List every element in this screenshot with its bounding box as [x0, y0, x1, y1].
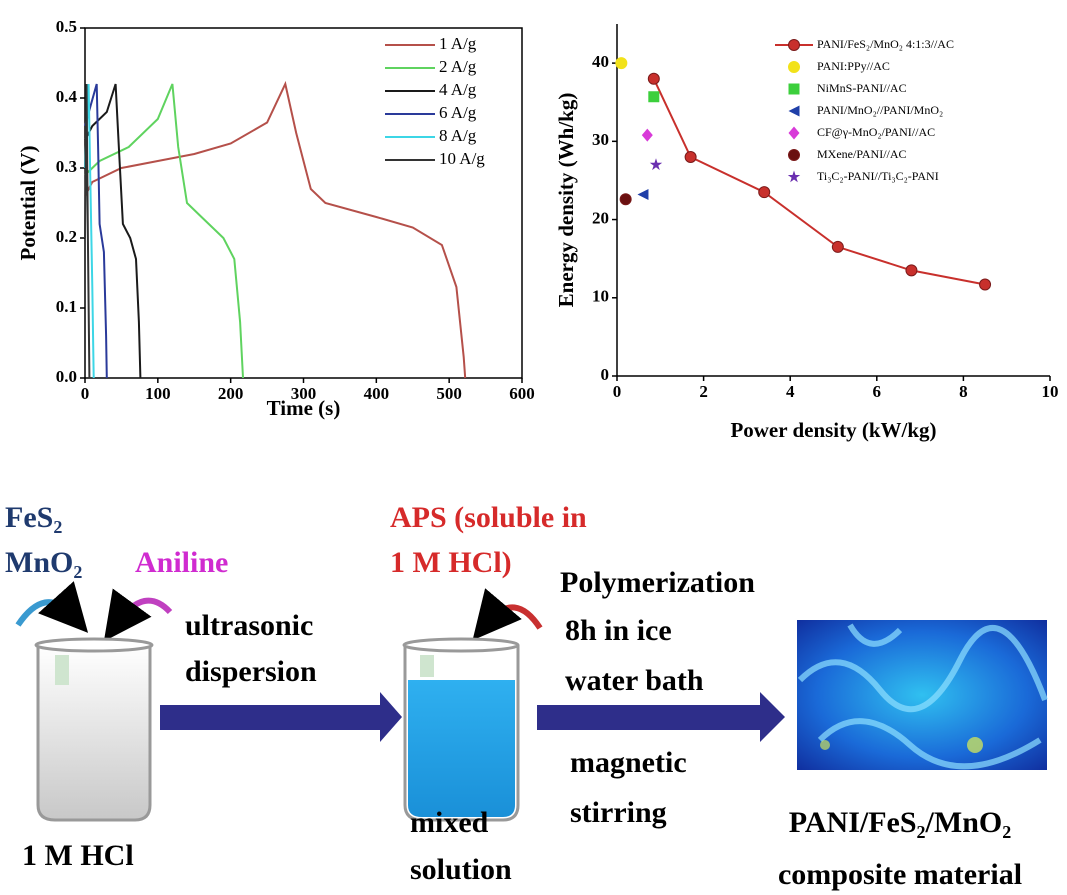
- point: [650, 158, 662, 170]
- legend-marker: [789, 62, 800, 73]
- y-tick-label: 0.5: [56, 17, 77, 36]
- step-label: water bath: [565, 664, 704, 697]
- x-tick-label: 200: [218, 384, 244, 403]
- y-tick-label: 40: [592, 52, 609, 71]
- legend-marker: [789, 127, 800, 140]
- y-axis-label: Energy density (Wh/kg): [554, 93, 578, 308]
- y-tick-label: 10: [592, 287, 609, 306]
- y-tick-label: 0.1: [56, 297, 77, 316]
- legend-marker: [789, 150, 800, 161]
- point: [616, 58, 627, 69]
- point: [980, 279, 991, 290]
- y-tick-label: 0.3: [56, 157, 77, 176]
- legend-label: 4 A/g: [439, 80, 477, 99]
- point: [637, 189, 648, 200]
- legend-label: 6 A/g: [439, 103, 477, 122]
- x-tick-label: 0: [613, 382, 622, 401]
- x-tick-label: 500: [436, 384, 462, 403]
- x-tick-label: 600: [509, 384, 535, 403]
- reactant: FeS₂: [5, 501, 62, 534]
- legend-label: 2 A/g: [439, 57, 477, 76]
- y-tick-label: 20: [592, 208, 609, 227]
- legend-label: CF@γ-MnO₂/PANI//AC: [817, 125, 935, 139]
- legend-label: 10 A/g: [439, 149, 485, 168]
- x-tick-label: 0: [81, 384, 90, 403]
- step-label: magnetic: [570, 746, 687, 779]
- y-tick-label: 0.2: [56, 227, 77, 246]
- step-label: ultrasonic: [185, 609, 313, 642]
- arrow: [537, 692, 785, 742]
- aniline: Aniline: [135, 546, 228, 579]
- sem-image: [797, 620, 1047, 770]
- legend-marker: [789, 84, 800, 95]
- y-tick-label: 0.4: [56, 87, 78, 106]
- step-label: 8h in ice: [565, 614, 672, 647]
- point: [642, 129, 653, 142]
- point: [620, 194, 631, 205]
- legend-label: Ti₃C₂-PANI//Ti₃C₂-PANI: [817, 169, 939, 183]
- legend-label: PANI/MnO₂//PANI/MnO₂: [817, 103, 943, 117]
- y-tick-label: 30: [592, 130, 609, 149]
- arrow: [160, 692, 402, 742]
- arrow: [18, 602, 72, 625]
- legend-label: PANI/FeS₂/MnO₂ 4:1:3//AC: [817, 37, 954, 51]
- point: [648, 91, 659, 102]
- step-label: stirring: [570, 796, 667, 829]
- beaker: [36, 639, 152, 820]
- legend-label: 8 A/g: [439, 126, 477, 145]
- arrow: [488, 607, 540, 628]
- arrow: [118, 601, 170, 622]
- step-label: Polymerization: [560, 566, 755, 599]
- x-tick-label: 400: [364, 384, 390, 403]
- y-tick-label: 0: [601, 365, 610, 384]
- point: [906, 265, 917, 276]
- y-axis-label: Potential (V): [16, 146, 40, 261]
- beaker-label: mixed: [410, 806, 489, 839]
- beaker-label: 1 M HCl: [22, 839, 134, 872]
- aps: 1 M HCl): [390, 546, 512, 579]
- x-tick-label: 2: [699, 382, 708, 401]
- legend-label: 1 A/g: [439, 34, 477, 53]
- legend-label: MXene/PANI//AC: [817, 147, 907, 161]
- reactant: MnO₂: [5, 546, 82, 579]
- legend-marker: [789, 40, 800, 51]
- legend-label: PANI:PPy//AC: [817, 59, 890, 73]
- point: [759, 187, 770, 198]
- x-axis-label: Power density (kW/kg): [730, 418, 936, 442]
- step-label: dispersion: [185, 655, 317, 688]
- beaker: [404, 639, 518, 820]
- point: [832, 241, 843, 252]
- point: [685, 151, 696, 162]
- product-label: composite material: [778, 858, 1022, 891]
- line: [85, 84, 465, 378]
- y-tick-label: 0.0: [56, 367, 77, 386]
- line: [85, 84, 243, 378]
- aps: APS (soluble in: [390, 501, 587, 534]
- beaker-label: solution: [410, 853, 512, 886]
- legend-label: NiMnS-PANI//AC: [817, 81, 907, 95]
- product-label: PANI/FeS₂/MnO₂: [789, 806, 1011, 839]
- legend-marker: [789, 106, 800, 117]
- point: [648, 73, 659, 84]
- x-tick-label: 6: [873, 382, 882, 401]
- x-tick-label: 4: [786, 382, 795, 401]
- x-axis-label: Time (s): [267, 396, 341, 420]
- x-tick-label: 8: [959, 382, 968, 401]
- x-tick-label: 10: [1042, 382, 1059, 401]
- x-tick-label: 100: [145, 384, 171, 403]
- legend-marker: [788, 171, 800, 183]
- diagram-shapes: [18, 601, 1047, 820]
- figure: FeS₂ MnO₂ Aniline APS (soluble in 1 M HC…: [0, 0, 1067, 895]
